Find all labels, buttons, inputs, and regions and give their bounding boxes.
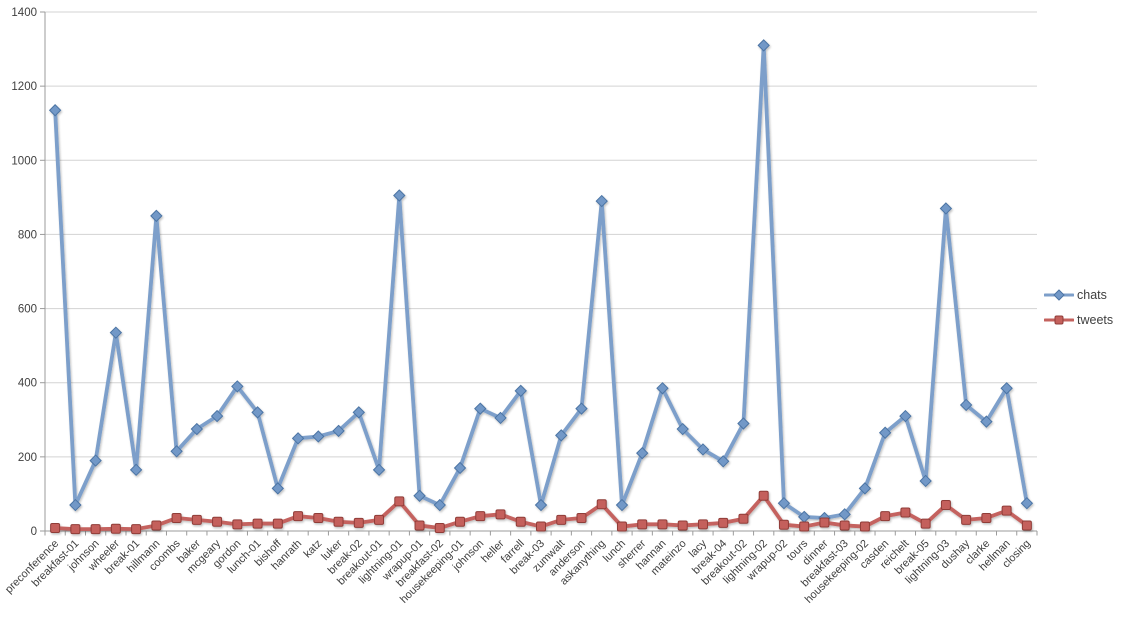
svg-text:200: 200	[18, 452, 37, 464]
chart-legend: chats tweets	[1044, 287, 1113, 328]
svg-text:1400: 1400	[11, 7, 37, 19]
chats-series-swatch-icon	[1044, 289, 1074, 301]
svg-text:0: 0	[31, 526, 37, 538]
svg-text:400: 400	[18, 378, 37, 390]
svg-text:1200: 1200	[11, 81, 37, 93]
legend-label-chats: chats	[1077, 288, 1107, 302]
series-chats	[48, 39, 1034, 525]
svg-text:1000: 1000	[11, 155, 37, 167]
legend-item-tweets: tweets	[1044, 312, 1113, 328]
tweets-series-swatch-icon	[1044, 315, 1074, 325]
svg-text:800: 800	[18, 229, 37, 241]
gridlines	[40, 11, 1037, 532]
legend-label-tweets: tweets	[1077, 313, 1114, 327]
y-axis-labels: 0 200 400 600 800 1000 1200 1400	[11, 7, 37, 538]
legend-item-chats: chats	[1044, 287, 1113, 303]
series-tweets	[50, 490, 1032, 535]
svg-text:600: 600	[18, 304, 37, 316]
x-axis-labels: preconferencebreakfast-01johnsonwheelerb…	[3, 537, 1033, 606]
